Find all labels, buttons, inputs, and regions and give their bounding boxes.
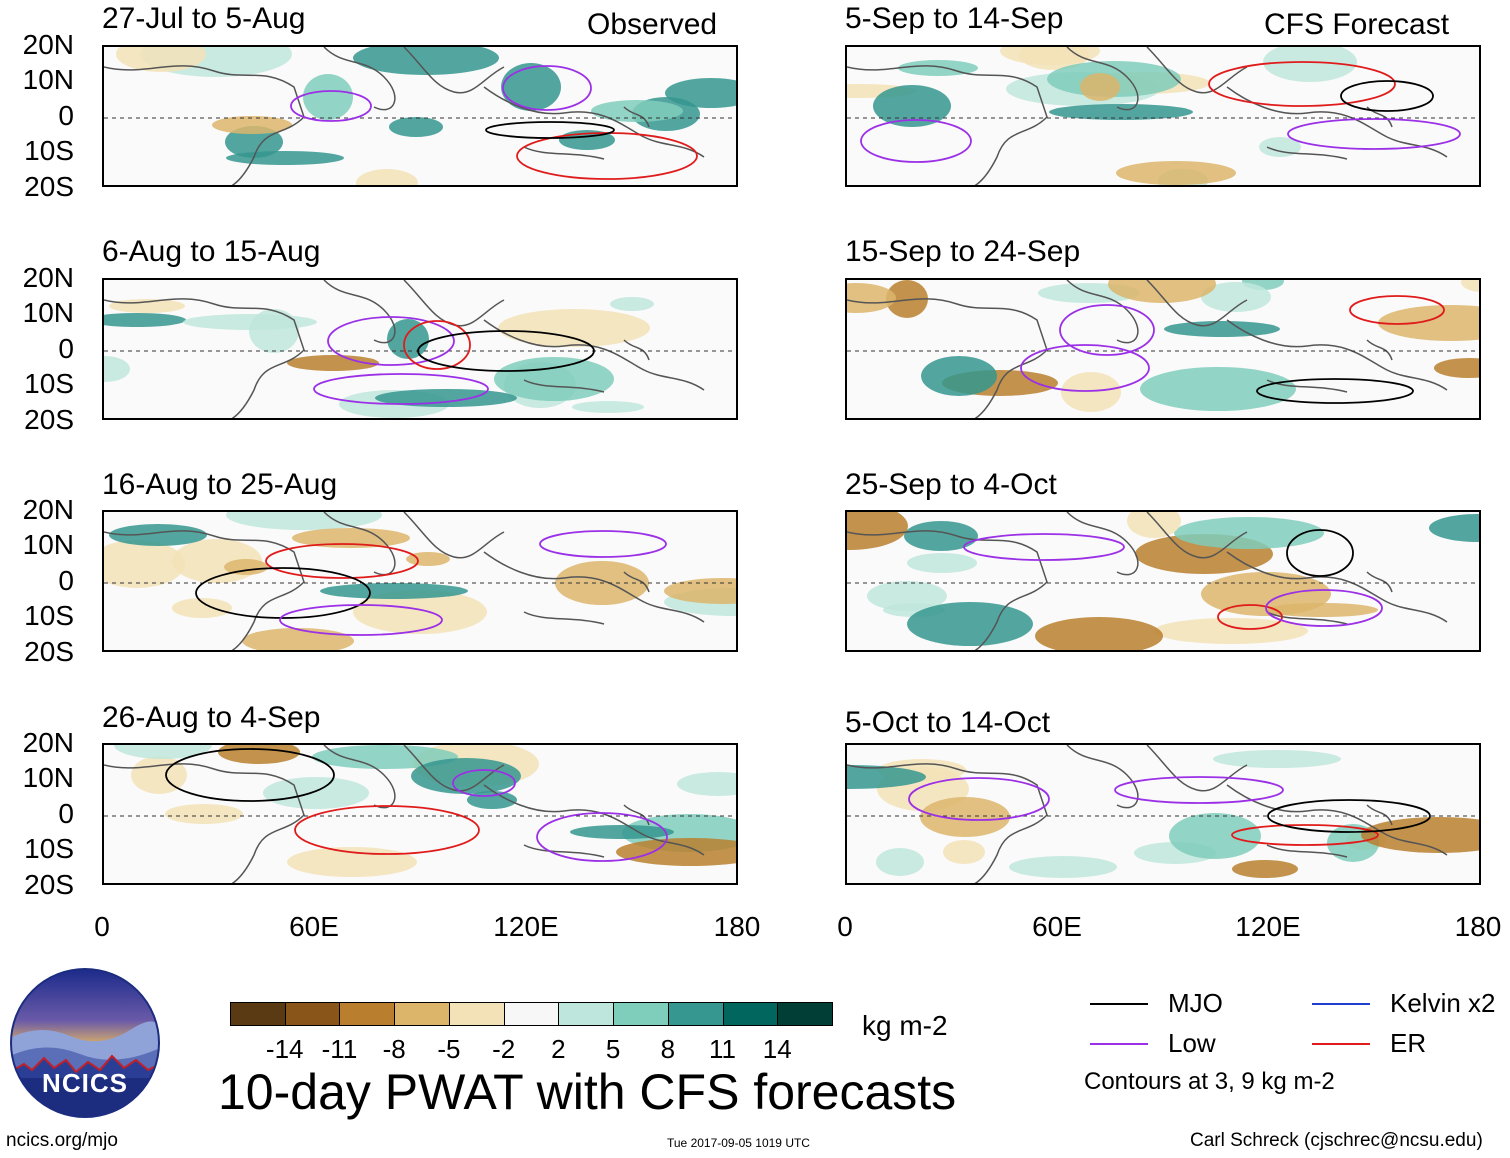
- colorbar-tick-label: -14: [265, 1034, 304, 1064]
- map-left-4: [102, 743, 738, 885]
- main-title: 10-day PWAT with CFS forecasts: [218, 1064, 957, 1120]
- lon-label-right-0: 0: [837, 911, 853, 942]
- colorbar-tick-label: 8: [660, 1034, 676, 1064]
- legend-line-mjo: [1090, 1003, 1148, 1005]
- colorbar-swatch: [284, 1002, 341, 1026]
- panel-title-left-3: 16-Aug to 25-Aug: [102, 468, 338, 501]
- lat-label-row1-0: 20N: [22, 29, 74, 60]
- footer-timestamp: Tue 2017-09-05 1019 UTC: [667, 1136, 810, 1150]
- logo-text: NCICS: [42, 1068, 128, 1098]
- lat-label-row4-0: 20N: [22, 727, 74, 758]
- colorbar-swatch: [230, 1002, 286, 1026]
- footer-author: Carl Schreck (cjschrec@ncsu.edu): [1190, 1130, 1483, 1151]
- lat-label-row2-2: 0: [58, 333, 74, 364]
- colorbar-swatch: [503, 1002, 560, 1026]
- lat-label-row2-1: 10N: [22, 297, 74, 328]
- panel-title-left-2: 6-Aug to 15-Aug: [102, 235, 321, 268]
- lat-label-row2-4: 20S: [24, 404, 74, 435]
- legend-line-low: [1090, 1043, 1148, 1045]
- ncics-logo: NCICS: [10, 968, 160, 1118]
- legend-label-mjo: MJO: [1168, 988, 1223, 1018]
- lon-label-left-180: 180: [713, 911, 761, 942]
- panel-title-right-3: 25-Sep to 4-Oct: [845, 468, 1057, 501]
- observed-label: Observed: [587, 8, 718, 41]
- colorbar-tick-label: -11: [321, 1034, 358, 1064]
- lon-label-left-120e: 120E: [493, 911, 559, 942]
- colorbar-tick-label: 2: [551, 1034, 566, 1064]
- panel-title-left-1: 27-Jul to 5-Aug: [102, 2, 306, 35]
- lat-label-row4-4: 20S: [24, 869, 74, 900]
- legend-note: Contours at 3, 9 kg m-2: [1084, 1068, 1335, 1095]
- legend-label-low: Low: [1168, 1028, 1216, 1058]
- colorbar-tick-label: -5: [437, 1034, 461, 1064]
- colorbar-swatch: [339, 1002, 396, 1026]
- forecast-label: CFS Forecast: [1264, 8, 1450, 41]
- colorbar-tick-label: -8: [382, 1034, 406, 1064]
- colorbar-swatch: [722, 1002, 779, 1026]
- map-left-3: [102, 510, 738, 652]
- lon-label-left-0: 0: [94, 911, 110, 942]
- colorbar-tick-label: 11: [709, 1034, 737, 1064]
- colorbar-swatch: [667, 1002, 724, 1026]
- lat-label-row3-3: 10S: [24, 600, 74, 631]
- panel-title-right-4: 5-Oct to 14-Oct: [845, 706, 1051, 739]
- colorbar-swatch: [613, 1002, 669, 1026]
- colorbar-tick-label: 5: [605, 1034, 621, 1064]
- lat-label-row3-1: 10N: [22, 529, 74, 560]
- lon-label-right-60e: 60E: [1032, 911, 1082, 942]
- colorbar-swatch: [448, 1002, 505, 1026]
- colorbar-tick-label: -2: [492, 1034, 516, 1064]
- lon-label-right-120e: 120E: [1235, 911, 1301, 942]
- colorbar-swatch: [394, 1002, 450, 1026]
- footer-url[interactable]: ncics.org/mjo: [6, 1130, 118, 1151]
- lat-label-row2-0: 20N: [22, 262, 74, 293]
- panel-title-right-1: 5-Sep to 14-Sep: [845, 2, 1064, 35]
- lat-label-row4-1: 10N: [22, 762, 74, 793]
- colorbar-units: kg m-2: [862, 1010, 948, 1041]
- map-right-4: [845, 743, 1481, 885]
- colorbar-swatch: [558, 1002, 615, 1026]
- panel-title-right-2: 15-Sep to 24-Sep: [845, 235, 1081, 268]
- colorbar-tick-label: 14: [762, 1034, 792, 1064]
- map-left-1: [102, 45, 738, 187]
- legend-line-kelvin: [1312, 1003, 1370, 1005]
- lat-label-row4-2: 0: [58, 798, 74, 829]
- lat-label-row4-3: 10S: [24, 833, 74, 864]
- lat-label-row1-3: 10S: [24, 135, 74, 166]
- lat-label-row1-1: 10N: [22, 64, 74, 95]
- map-right-3: [845, 510, 1481, 652]
- lat-label-row1-4: 20S: [24, 171, 74, 202]
- colorbar-swatch: [777, 1002, 833, 1026]
- lat-label-row1-2: 0: [58, 100, 74, 131]
- legend-label-kelvin: Kelvin x2: [1390, 988, 1496, 1018]
- lat-label-row3-2: 0: [58, 565, 74, 596]
- lat-label-row3-4: 20S: [24, 636, 74, 667]
- panel-title-left-4: 26-Aug to 4-Sep: [102, 701, 321, 734]
- map-right-1: [845, 45, 1481, 187]
- legend-label-er: ER: [1390, 1028, 1427, 1058]
- lat-label-row2-3: 10S: [24, 368, 74, 399]
- lon-label-right-180: 180: [1454, 911, 1502, 942]
- lon-label-left-60e: 60E: [289, 911, 339, 942]
- map-left-2: [102, 278, 738, 420]
- legend-line-er: [1312, 1043, 1370, 1045]
- lat-label-row3-0: 20N: [22, 494, 74, 525]
- map-right-2: [845, 278, 1481, 420]
